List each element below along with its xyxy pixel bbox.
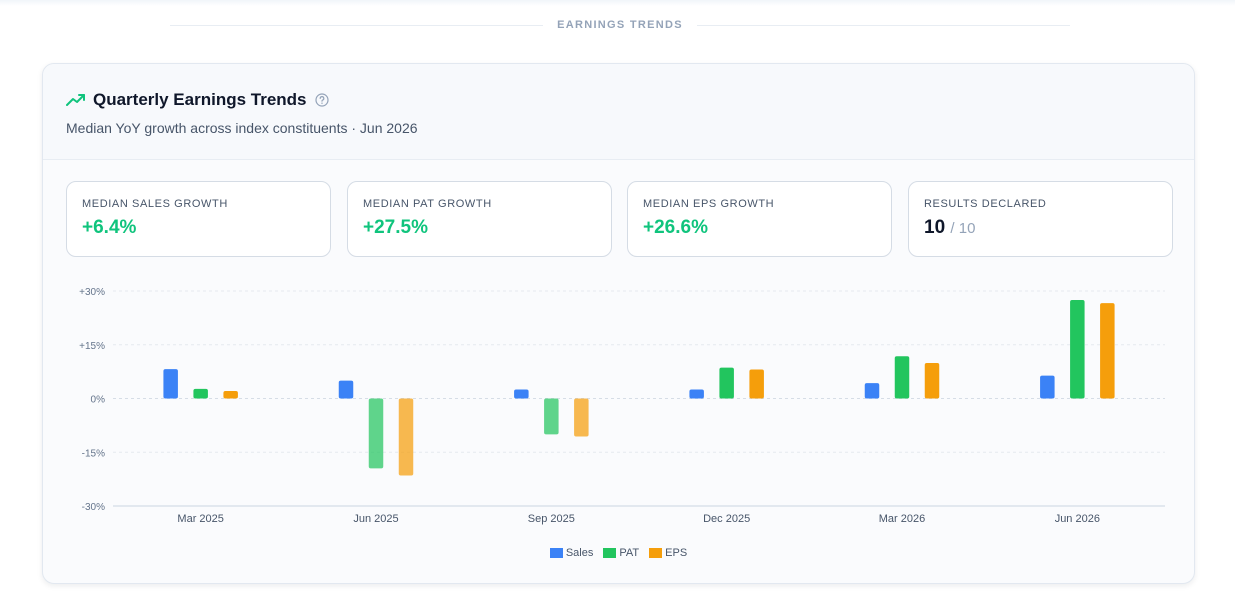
kpi-value: 10 / 10 bbox=[924, 217, 975, 239]
legend-swatch-eps bbox=[649, 548, 663, 558]
kpi-value: +6.4% bbox=[82, 217, 137, 238]
bar-pat-2[interactable] bbox=[544, 398, 559, 435]
card-subtitle: Median YoY growth across index constitue… bbox=[66, 120, 418, 136]
kpi-label: RESULTS DECLARED bbox=[924, 198, 1047, 210]
bar-sales-3[interactable] bbox=[689, 389, 704, 399]
kpi-results-declared: RESULTS DECLARED 10 / 10 bbox=[908, 181, 1173, 257]
bar-pat-3[interactable] bbox=[719, 367, 734, 399]
legend-label: PAT bbox=[619, 547, 640, 559]
x-tick-label: Sep 2025 bbox=[528, 513, 575, 525]
kpi-value: +27.5% bbox=[363, 217, 428, 238]
kpi-value-total: / 10 bbox=[950, 220, 976, 237]
bar-pat-4[interactable] bbox=[894, 356, 910, 399]
earnings-bar-chart: +30% +15% 0% -15% -30% Mar 2025 Jun 2025 Sep 20… bbox=[79, 287, 1165, 525]
bar-eps-4[interactable] bbox=[924, 363, 940, 399]
kpi-pat-growth: MEDIAN PAT GROWTH +27.5% bbox=[347, 181, 612, 257]
kpi-value: +26.6% bbox=[643, 217, 708, 238]
bar-pat-1[interactable] bbox=[368, 398, 384, 469]
bar-sales-5[interactable] bbox=[1040, 375, 1055, 399]
y-tick-label: 0% bbox=[91, 395, 106, 406]
y-tick-label: -30% bbox=[82, 502, 105, 513]
legend-item-sales[interactable]: Sales bbox=[549, 547, 594, 559]
y-tick-label: +30% bbox=[79, 287, 105, 298]
trending-up-icon bbox=[66, 94, 85, 106]
x-tick-label: Mar 2026 bbox=[879, 513, 925, 525]
section-label: EARNINGS TRENDS bbox=[557, 19, 683, 31]
legend-label: EPS bbox=[665, 547, 688, 559]
bar-eps-0[interactable] bbox=[223, 390, 238, 399]
divider-line-left bbox=[170, 24, 544, 26]
earnings-trends-card: Quarterly Earnings Trends Median YoY gro… bbox=[42, 63, 1195, 584]
bar-sales-2[interactable] bbox=[514, 389, 529, 399]
bar-eps-5[interactable] bbox=[1100, 303, 1115, 399]
kpi-eps-growth: MEDIAN EPS GROWTH +26.6% bbox=[627, 181, 892, 257]
bar-eps-3[interactable] bbox=[749, 369, 764, 399]
legend-swatch-sales bbox=[549, 548, 563, 558]
kpi-label: MEDIAN PAT GROWTH bbox=[363, 198, 492, 210]
bar-sales-1[interactable] bbox=[338, 380, 354, 399]
legend-swatch-pat bbox=[603, 548, 617, 558]
legend-item-pat[interactable]: PAT bbox=[603, 547, 639, 559]
chart-legend: Sales PAT EPS bbox=[43, 547, 1194, 559]
kpi-label: MEDIAN SALES GROWTH bbox=[82, 198, 228, 210]
x-tick-label: Jun 2025 bbox=[353, 513, 398, 525]
x-tick-label: Jun 2026 bbox=[1055, 513, 1100, 525]
y-tick-label: +15% bbox=[79, 341, 105, 352]
bar-eps-1[interactable] bbox=[398, 398, 414, 476]
help-circle-icon[interactable] bbox=[314, 93, 329, 107]
card-header: Quarterly Earnings Trends Median YoY gro… bbox=[43, 64, 1194, 160]
kpi-value-count: 10 bbox=[924, 217, 946, 238]
y-tick-label: -15% bbox=[82, 448, 105, 459]
bar-eps-2[interactable] bbox=[574, 398, 589, 437]
legend-label: Sales bbox=[565, 547, 594, 559]
bar-sales-4[interactable] bbox=[864, 383, 880, 399]
kpi-label: MEDIAN EPS GROWTH bbox=[643, 198, 775, 210]
bar-pat-5[interactable] bbox=[1070, 299, 1085, 399]
top-strip bbox=[0, 0, 1235, 6]
section-divider: EARNINGS TRENDS bbox=[170, 17, 1070, 33]
bar-pat-0[interactable] bbox=[193, 388, 208, 399]
title-row: Quarterly Earnings Trends bbox=[66, 90, 329, 110]
divider-line-right bbox=[696, 24, 1070, 26]
kpi-sales-growth: MEDIAN SALES GROWTH +6.4% bbox=[66, 181, 331, 257]
legend-item-eps[interactable]: EPS bbox=[649, 547, 687, 559]
x-tick-label: Mar 2025 bbox=[177, 513, 223, 525]
card-title: Quarterly Earnings Trends bbox=[93, 90, 307, 109]
x-tick-label: Dec 2025 bbox=[703, 513, 750, 525]
bar-sales-0[interactable] bbox=[163, 369, 178, 399]
